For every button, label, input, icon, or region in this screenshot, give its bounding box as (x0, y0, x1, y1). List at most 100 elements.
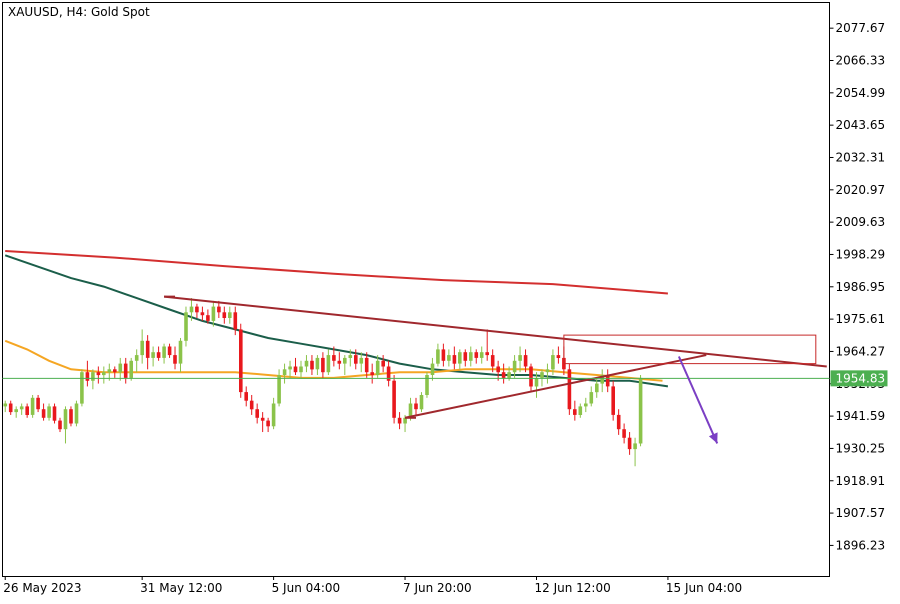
candle (354, 349, 358, 370)
current-price-label: 1954.83 (836, 371, 886, 385)
candle-body (304, 360, 309, 367)
candle-body (627, 437, 632, 450)
candle-body (332, 355, 336, 361)
candle (337, 352, 342, 370)
candle-body (85, 372, 90, 381)
candle-body (228, 312, 232, 318)
candle (310, 355, 314, 376)
candle (458, 349, 462, 370)
candle (195, 303, 199, 319)
candle (627, 432, 632, 455)
candle (474, 349, 479, 364)
y-tick-label: 2043.65 (836, 118, 886, 132)
candle (178, 337, 183, 373)
candle-body (200, 312, 205, 316)
candle-body (19, 406, 24, 410)
candle-body (282, 369, 287, 375)
candle-body (616, 414, 621, 430)
candle-body (173, 355, 177, 364)
candle (392, 375, 396, 424)
candle (512, 355, 517, 378)
candle-body (595, 383, 599, 393)
candle (348, 349, 353, 367)
candle (315, 355, 320, 376)
candle (102, 366, 106, 384)
candle (321, 352, 325, 378)
candle-body (178, 340, 183, 364)
candle-body (255, 409, 259, 418)
candle (370, 363, 374, 384)
candle (595, 377, 599, 398)
candle-body (458, 352, 462, 364)
candle (74, 400, 79, 427)
y-tick-label: 2066.33 (836, 53, 886, 67)
candle-body (326, 355, 331, 373)
candle (239, 323, 243, 398)
candle (113, 366, 117, 378)
candle (326, 349, 331, 376)
candle-body (310, 360, 314, 370)
candle (156, 346, 161, 361)
candle (41, 403, 46, 421)
plot-area-border (2, 2, 830, 577)
ma-line-red (5, 250, 668, 295)
candle-body (611, 386, 615, 415)
candle (578, 403, 583, 418)
candle-body (277, 375, 281, 404)
candle (622, 423, 626, 444)
drawing-objects (2, 295, 830, 444)
candle-body (578, 406, 583, 415)
x-tick-label: 31 May 12:00 (140, 581, 222, 595)
candle (255, 403, 259, 424)
candle (452, 346, 457, 370)
candle-body (364, 357, 369, 373)
candle-body (41, 409, 46, 418)
trendline-lower (404, 354, 707, 419)
candle-body (337, 360, 342, 364)
candle (3, 400, 8, 413)
candle (162, 343, 166, 364)
candle-body (233, 312, 238, 330)
candle-body (266, 420, 270, 427)
candle-body (47, 406, 51, 418)
y-tick-label: 2020.97 (836, 183, 886, 197)
candle-body (184, 312, 188, 341)
candle-body (419, 395, 424, 410)
candle-body (134, 355, 139, 361)
candle-body (162, 346, 166, 358)
candle-body (512, 360, 517, 373)
candle-body (107, 369, 112, 373)
candle (36, 394, 40, 413)
current-price-badge (830, 370, 888, 387)
candle (260, 412, 265, 433)
candle-body (430, 363, 435, 375)
candle (69, 406, 73, 427)
candle (134, 349, 139, 373)
candle-body (469, 352, 473, 361)
candle-body (80, 372, 84, 404)
forecast-arrow-head (708, 432, 718, 444)
candle (638, 375, 643, 447)
candle-body (123, 363, 128, 378)
candle-body (91, 372, 95, 381)
candle (633, 437, 637, 467)
candle (584, 397, 588, 413)
candle-body (195, 306, 199, 313)
candle (277, 369, 281, 407)
candle-body (63, 409, 68, 430)
candle-body (479, 352, 484, 358)
candle-body (244, 392, 248, 401)
candle-body (370, 372, 374, 376)
candle (375, 355, 380, 378)
candle (430, 357, 435, 381)
candle-body (567, 369, 572, 410)
candle-body (397, 417, 402, 424)
candle-body (102, 372, 106, 376)
candle (200, 306, 205, 321)
candle-body (288, 366, 292, 370)
candle (463, 349, 468, 367)
candle-body (217, 306, 221, 313)
candle-body (540, 372, 544, 378)
